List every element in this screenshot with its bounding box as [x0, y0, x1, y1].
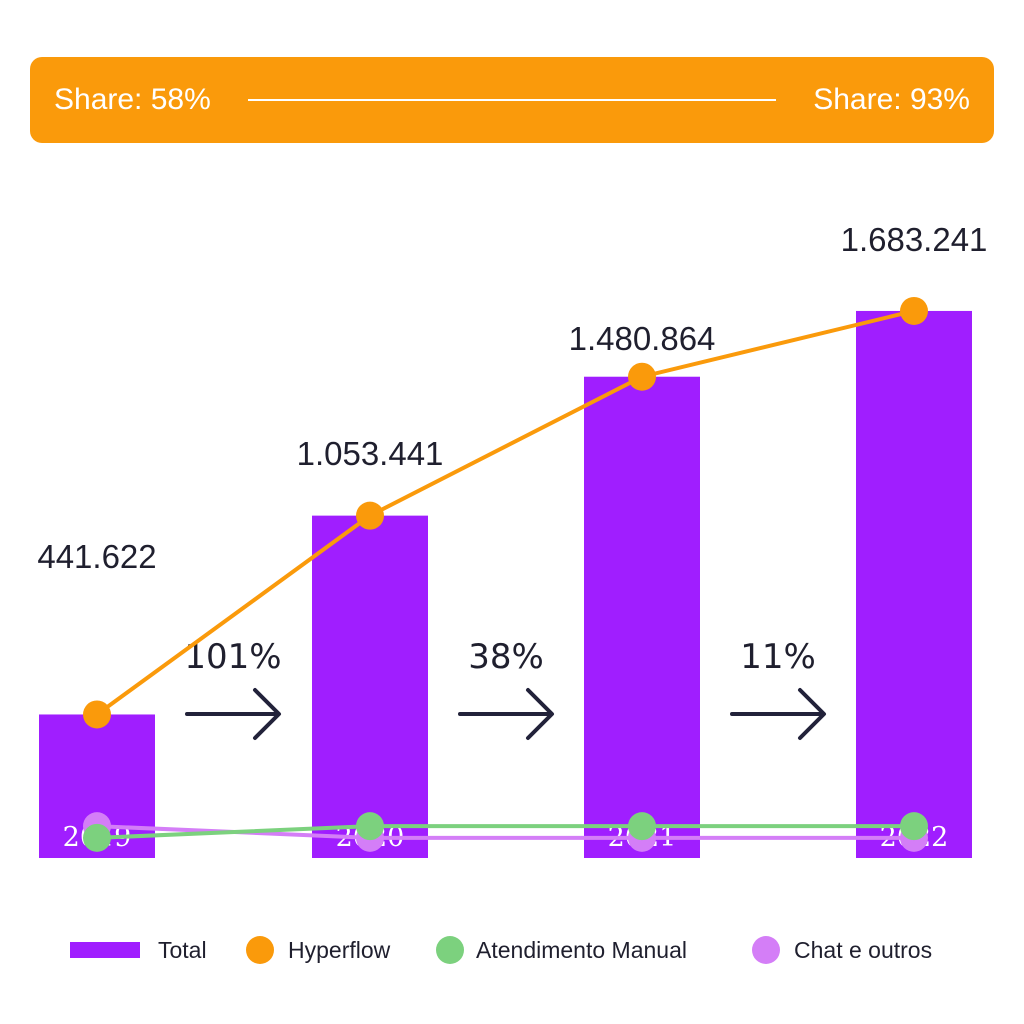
- legend-swatch-atendimento: [436, 936, 464, 964]
- growth-arrow-2: [458, 688, 554, 740]
- point-atendimento-manual-2020: [356, 812, 384, 841]
- legend-label-chat: Chat e outros: [794, 937, 933, 963]
- share-banner: Share: 58% Share: 93%: [30, 57, 994, 143]
- line-atendimento-manual: [96, 824, 914, 840]
- share-start-label: Share: 58%: [54, 83, 211, 116]
- value-label-2020: 1.053.441: [297, 435, 444, 472]
- legend-swatch-total: [70, 942, 140, 958]
- point-atendimento-manual-2022: [900, 812, 928, 841]
- growth-label-3: 11%: [740, 637, 816, 677]
- point-hyperflow-2022: [900, 296, 928, 325]
- point-atendimento-manual-2019: [83, 823, 111, 852]
- legend-swatch-hyperflow: [246, 936, 274, 964]
- growth-label-2: 38%: [468, 637, 544, 677]
- growth-label-1: 101%: [184, 637, 281, 677]
- legend-label-atendimento: Atendimento Manual: [476, 937, 687, 963]
- legend-label-hyperflow: Hyperflow: [288, 937, 391, 963]
- bar-total-2022: [856, 310, 972, 859]
- line-hyperflow: [95, 309, 915, 717]
- value-label-2022: 1.683.241: [841, 221, 988, 258]
- growth-arrow-1: [185, 688, 281, 740]
- bar-total-2021: [584, 376, 700, 858]
- legend: Total Hyperflow Atendimento Manual Chat …: [0, 930, 1024, 970]
- legend-label-total: Total: [158, 937, 207, 963]
- point-hyperflow-2020: [356, 501, 384, 530]
- growth-arrow-3: [730, 688, 826, 740]
- point-hyperflow-2021: [628, 362, 656, 391]
- point-hyperflow-2019: [83, 700, 111, 729]
- value-label-2019: 441.622: [37, 538, 156, 575]
- legend-swatch-chat: [752, 936, 780, 964]
- share-connector-line: [248, 99, 776, 101]
- share-end-label: Share: 93%: [813, 83, 970, 116]
- point-atendimento-manual-2021: [628, 812, 656, 841]
- bar-total-2020: [312, 515, 428, 858]
- value-label-2021: 1.480.864: [569, 320, 716, 357]
